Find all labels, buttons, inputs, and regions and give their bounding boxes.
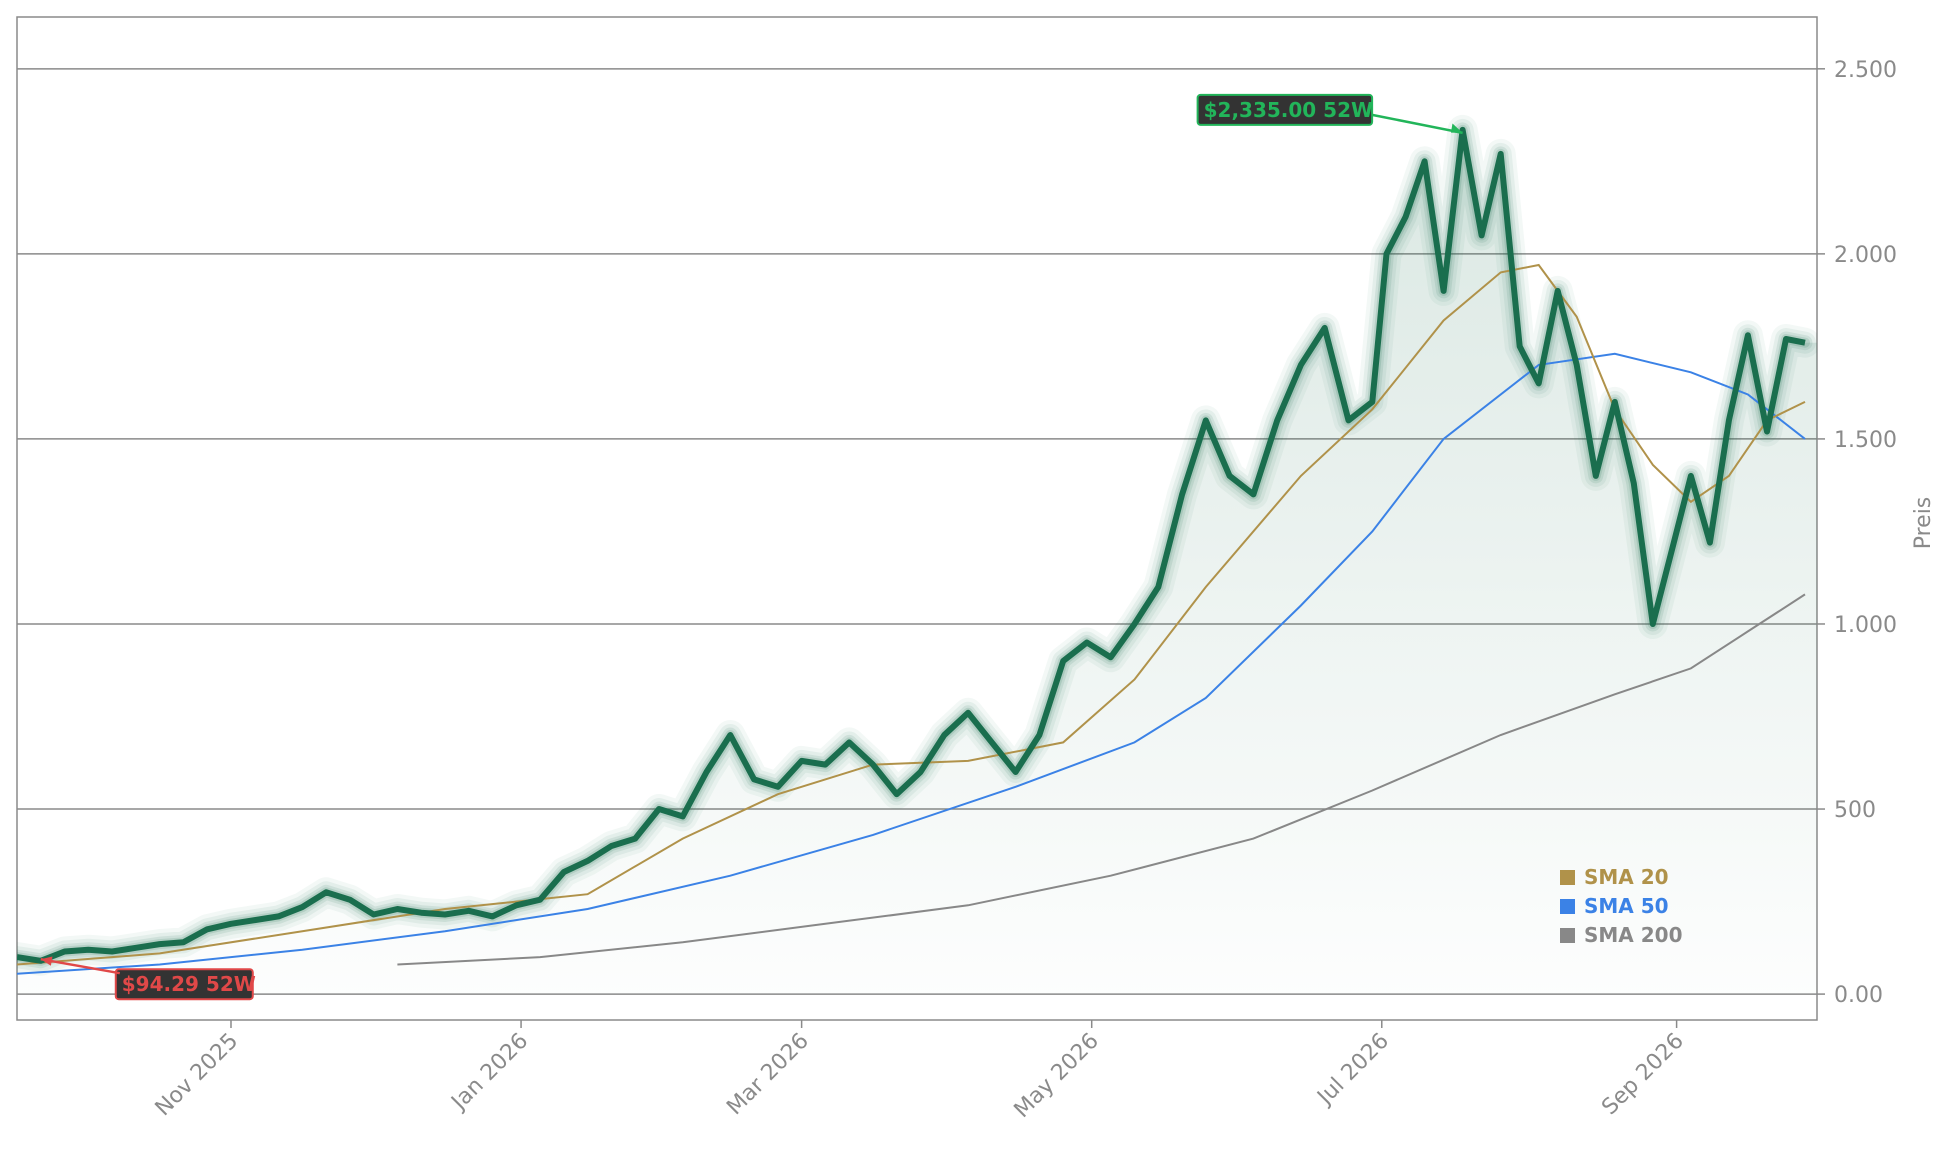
x-tick-label: Jul 2026 [1312,1029,1394,1111]
legend-swatch [1560,870,1575,885]
y-tick-label: 1.000 [1834,613,1897,638]
annotation-arrow-line [40,957,120,975]
sma20-line [17,263,1806,966]
y-tick-label: 500 [1834,798,1876,823]
x-tick-label: Mar 2026 [722,1029,814,1121]
legend: SMA 20 SMA 50 SMA 200 [1560,865,1683,947]
annotations: $2,335.00 52W $94.29 52W [40,93,1463,1001]
y-tick-label: 2.500 [1834,58,1897,83]
legend-swatch [1560,899,1575,914]
y-tick-label: 0.00 [1834,983,1883,1008]
low-annotation-box [114,968,254,1001]
x-axis: Nov 2025 Jan 2026 Mar 2026 May 2026 Jul 2026… [151,1020,1689,1123]
y-tick-label: 2.000 [1834,243,1897,268]
high-annotation-label: $2,335.00 52W [1204,98,1373,122]
annotation-arrow-line [1371,113,1463,135]
y-tick-label: 1.500 [1834,428,1897,453]
legend-label: SMA 50 [1584,894,1669,918]
price-area [17,129,1817,995]
annotation-arrow-head [40,956,53,966]
x-tick-label: May 2026 [1010,1029,1104,1123]
legend-swatch [1560,928,1575,943]
legend-label: SMA 20 [1584,865,1669,889]
x-tick-label: Nov 2025 [151,1029,244,1122]
x-tick-label: Jan 2026 [446,1029,534,1117]
y-axis-title: Preis [1911,497,1936,550]
sma200-line [397,593,1806,966]
high-annotation-box [1196,93,1374,126]
low-annotation-label: $94.29 52W [122,972,256,996]
sma50-line [17,352,1806,975]
annotation-arrow-head [1450,123,1463,133]
legend-label: SMA 200 [1584,923,1683,947]
y-axis: 0.00 500 1.000 1.500 2.000 2.500 [1817,58,1897,1008]
price-line [17,126,1806,964]
x-tick-label: Sep 2026 [1597,1029,1689,1121]
